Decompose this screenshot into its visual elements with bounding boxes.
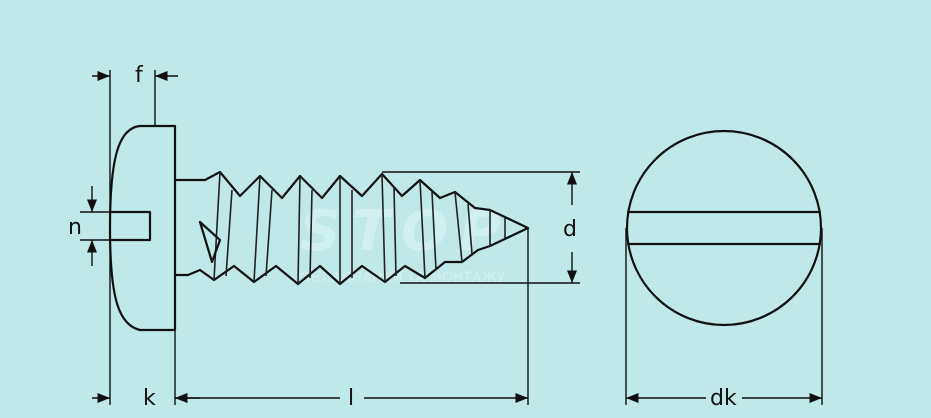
label-d: d — [563, 217, 577, 242]
dimension-n: n — [68, 186, 98, 266]
dimension-f: f — [92, 63, 178, 88]
dimension-l: l — [175, 386, 528, 411]
label-dk: dk — [710, 386, 737, 411]
screw-shank-side — [173, 170, 530, 286]
dimension-d: d — [563, 172, 578, 283]
label-n: n — [68, 215, 82, 240]
label-l: l — [348, 386, 354, 411]
label-f: f — [135, 63, 144, 88]
extension-lines — [80, 70, 823, 405]
svg-text:S T O P: S T O P — [300, 199, 501, 264]
screw-head-front — [625, 129, 823, 327]
watermark: S T O P ОБЛАДНАННЯ ТА МОНТАЖУ — [300, 199, 505, 286]
screw-head-side — [108, 124, 177, 332]
label-k: k — [143, 386, 156, 411]
dimension-dk: dk — [626, 386, 822, 411]
